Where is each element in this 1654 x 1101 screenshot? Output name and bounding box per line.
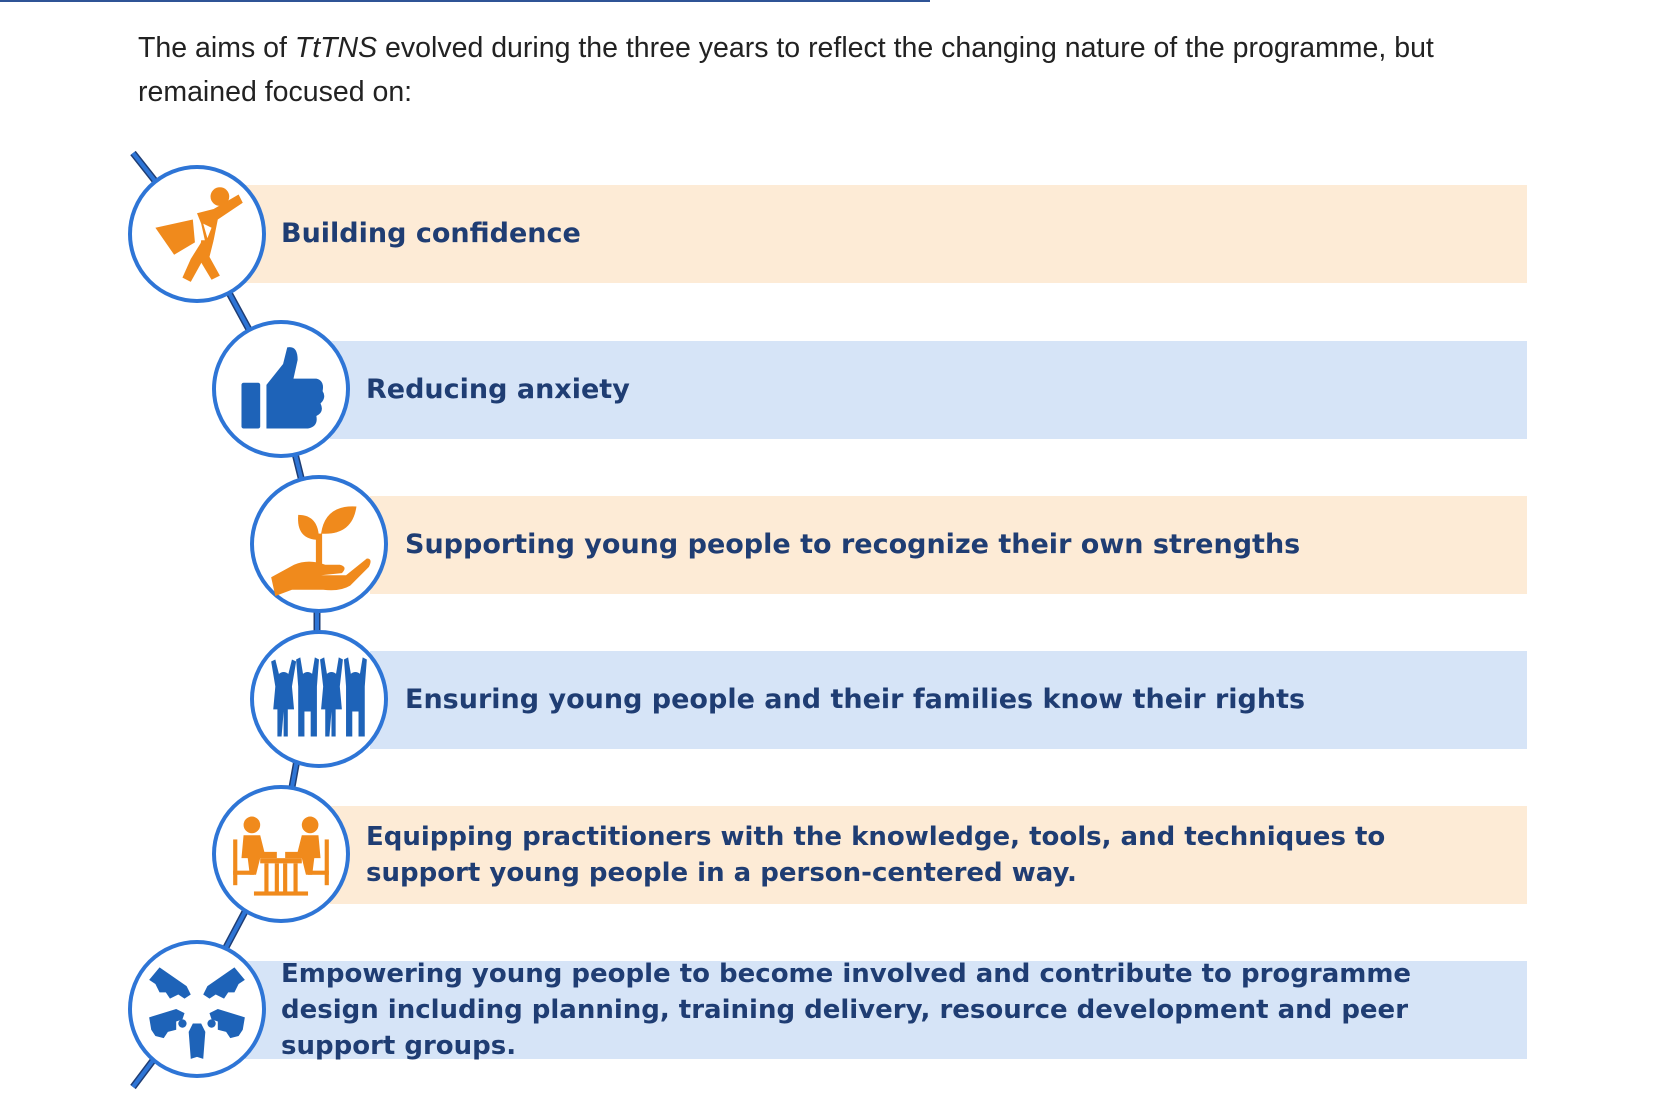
intro-paragraph: The aims of TtTNS evolved during the thr…	[138, 26, 1538, 114]
aim-band-know-rights: Ensuring young people and their families…	[370, 651, 1527, 749]
meeting-table-icon	[233, 816, 329, 896]
aim-label: Building confidence	[281, 218, 581, 249]
aim-band-reducing-anxiety: Reducing anxiety	[330, 341, 1527, 439]
aim-band-equipping-practitioners: Equipping practitioners with the knowled…	[330, 806, 1527, 904]
aim-icon-circle	[212, 320, 350, 458]
aim-icon-circle	[128, 940, 266, 1078]
hand-plant-icon	[271, 506, 371, 596]
people-raising-hands-icon	[271, 657, 367, 737]
superhero-icon	[155, 187, 243, 282]
aim-band-building-confidence: Building confidence	[245, 185, 1527, 283]
aim-label: Empowering young people to become involv…	[281, 959, 1412, 1061]
aim-band-empowering-young-people: Empowering young people to become involv…	[245, 959, 1527, 1061]
aim-icon-circle	[250, 630, 388, 768]
aim-label: Equipping practitioners with the knowled…	[366, 822, 1386, 888]
aim-band-recognize-strengths: Supporting young people to recognize the…	[370, 496, 1527, 594]
aim-label: Ensuring young people and their families…	[405, 684, 1306, 715]
intro-text-after: evolved during the three years to reflec…	[138, 32, 1434, 108]
intro-text-before: The aims of	[138, 32, 295, 64]
aim-icon-circle	[128, 165, 266, 303]
aim-icon-circle	[212, 785, 350, 923]
aim-label: Reducing anxiety	[366, 374, 630, 405]
programme-name: TtTNS	[294, 32, 378, 64]
aim-icon-circle	[250, 475, 388, 613]
aim-label: Supporting young people to recognize the…	[405, 529, 1301, 560]
thumbs-up-icon	[241, 347, 325, 429]
joined-hands-circle-icon	[149, 967, 245, 1059]
top-rule	[0, 0, 930, 2]
